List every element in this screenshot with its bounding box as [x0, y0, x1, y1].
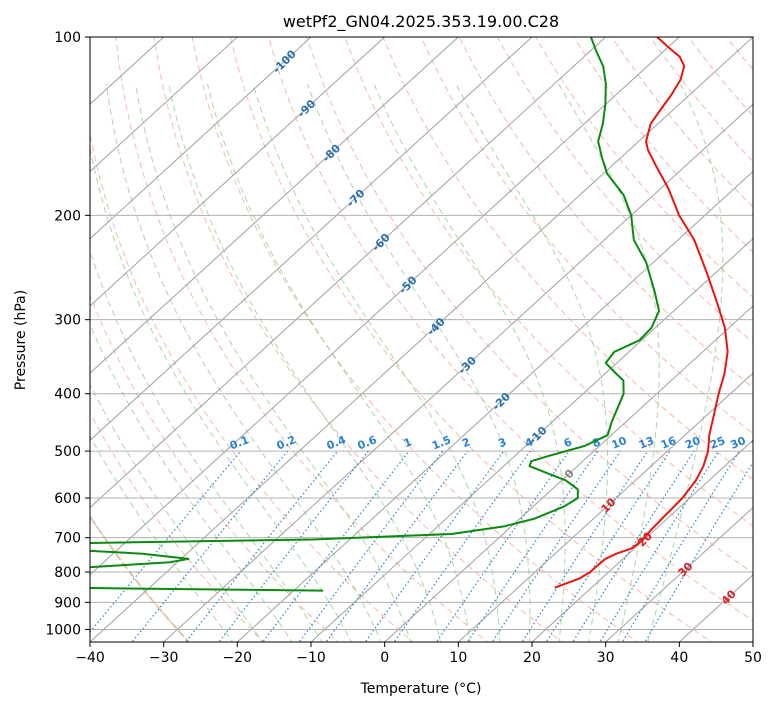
mixing-ratio-line [393, 450, 531, 642]
mixing-ratio-line [466, 450, 599, 642]
mixing-ratio-line [325, 450, 469, 642]
moist-adiabat [558, 83, 660, 642]
mixing-ratio-label: 16 [659, 434, 678, 452]
isotherm [310, 237, 753, 642]
dry-adiabat [458, 37, 753, 389]
y-axis-label: Pressure (hPa) [13, 290, 29, 390]
isotherm [605, 506, 753, 642]
moist-adiabat [90, 249, 323, 642]
moist-adiabat [307, 83, 531, 642]
temperature-profile [554, 37, 729, 589]
y-tick-label: 700 [54, 531, 81, 547]
y-tick-label: 200 [54, 208, 81, 224]
mixing-ratio-line [364, 450, 505, 642]
isotherm [384, 305, 753, 642]
isotherm [90, 37, 533, 442]
isotherm [90, 37, 459, 374]
mixing-ratio-line [185, 450, 339, 642]
y-tick-label: 400 [54, 387, 81, 403]
x-tick-label: 10 [449, 650, 467, 666]
axes: −40 −30 −20 −10 0 10 20 30 40 50 100 200 300 400 500 60… [45, 30, 762, 666]
dry-adiabat [382, 37, 753, 481]
x-tick-label: 20 [523, 650, 541, 666]
isotherm [457, 372, 753, 642]
mixing-ratio-label: 3 [496, 435, 508, 450]
mixing-ratio-line [521, 450, 649, 642]
mixing-ratio-label: 36 [749, 434, 768, 452]
x-tick-label: 30 [597, 650, 615, 666]
y-tick-label: 100 [54, 30, 81, 46]
moist-adiabat [105, 83, 382, 642]
dry-adiabat [344, 37, 753, 527]
isotherm [90, 37, 680, 576]
moist-adiabat [90, 322, 293, 642]
moist-adiabat [168, 83, 441, 642]
dry-adiabat [306, 37, 753, 574]
dewpoint-profile [90, 37, 661, 592]
mixing-ratio-label: 30 [728, 434, 747, 452]
x-tick-label: 0 [380, 650, 389, 666]
mixing-ratio-label: 8 [590, 435, 602, 450]
mixing-ratio-line [491, 450, 621, 642]
mixing-ratio-line [599, 450, 720, 642]
dry-adiabat [535, 37, 753, 298]
plot-area: 0.10.20.40.611.52346810131620253036-100-… [90, 37, 768, 642]
isotherm [531, 439, 753, 642]
mixing-ratio-line [131, 450, 289, 642]
y-tick-label: 1000 [45, 622, 81, 638]
y-tick-label: 800 [54, 565, 81, 581]
x-tick-label: −30 [149, 650, 179, 666]
mixing-ratio-line [572, 450, 695, 642]
x-tick-label: −40 [75, 650, 105, 666]
y-tick-label: 600 [54, 491, 81, 507]
x-tick-label: −20 [223, 650, 253, 666]
chart-title: wetPf2_GN04.2025.353.19.00.C28 [283, 12, 559, 32]
moist-adiabat [90, 435, 234, 642]
isotherm [90, 37, 312, 240]
mixing-ratio-label: 10 [610, 434, 629, 452]
isotherm [90, 37, 386, 307]
y-tick-label: 300 [54, 313, 81, 329]
dry-adiabat [420, 37, 753, 435]
dry-adiabat [497, 37, 753, 344]
x-tick-label: −10 [296, 650, 326, 666]
moist-adiabat [135, 83, 412, 642]
x-tick-label: 50 [744, 650, 762, 666]
plot-frame [89, 36, 754, 643]
dry-adiabat [90, 412, 265, 642]
moist-adiabat [373, 83, 566, 642]
moist-adiabat [90, 382, 264, 642]
dry-adiabat [153, 37, 564, 642]
moist-adiabat [455, 83, 609, 642]
isotherm [90, 37, 607, 509]
x-tick-label: 40 [670, 650, 688, 666]
isotherm [90, 37, 238, 173]
y-tick-label: 900 [54, 595, 81, 611]
moist-adiabat [252, 83, 501, 642]
x-axis-label: Temperature (°C) [360, 681, 482, 697]
mixing-ratio-line [545, 450, 671, 642]
isotherm [236, 170, 753, 642]
mixing-ratio-label: 20 [683, 434, 702, 452]
mixing-ratio-label: 13 [637, 434, 656, 452]
mixing-ratio-label: 25 [708, 434, 727, 452]
mixing-ratio-line [218, 450, 369, 642]
y-tick-label: 500 [54, 444, 81, 460]
moist-adiabat [206, 83, 471, 642]
mixing-ratio-line [435, 450, 570, 642]
mixing-ratio-label: 1 [402, 435, 414, 450]
isotherm [163, 103, 753, 642]
moist-adiabat [90, 145, 352, 642]
mixing-ratio-label: 2 [460, 435, 472, 450]
